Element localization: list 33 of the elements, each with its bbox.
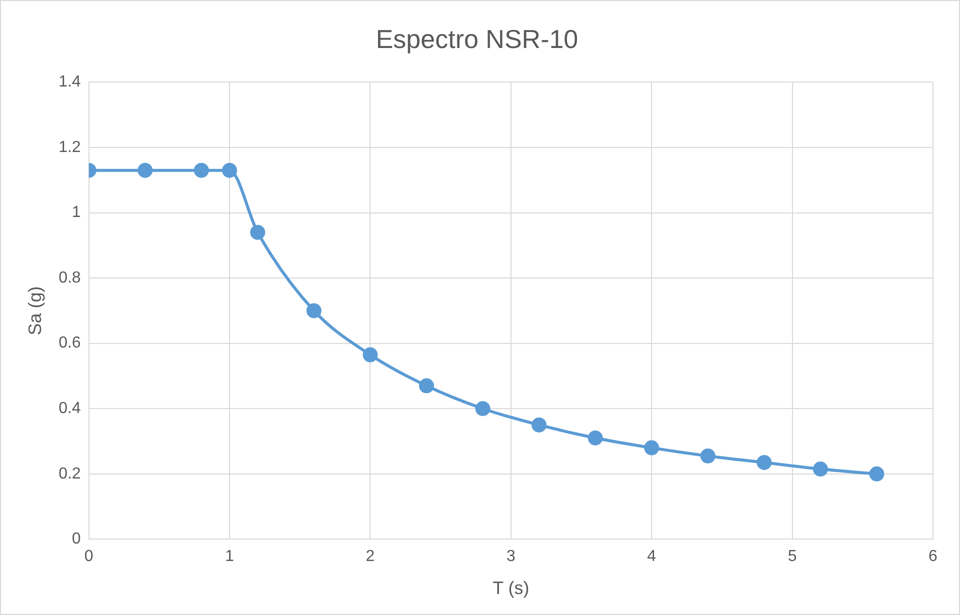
y-tick-label: 1.2 (58, 138, 81, 156)
y-tick-label: 0 (72, 530, 81, 548)
x-tick-label: 5 (788, 548, 797, 566)
point (532, 417, 547, 432)
point (475, 401, 490, 416)
chart-title: Espectro NSR-10 (376, 24, 578, 54)
point (419, 378, 434, 394)
x-tick-label: 1 (225, 548, 234, 566)
point (138, 162, 153, 178)
point (756, 454, 772, 470)
point (306, 303, 322, 318)
x-tick-label: 4 (647, 548, 656, 566)
y-tick-label: 0.8 (58, 269, 81, 286)
point (812, 462, 828, 477)
point (588, 430, 603, 446)
x-tick-label: 2 (366, 548, 375, 566)
y-tick-label: 1 (72, 204, 81, 222)
x-tick-label: 0 (84, 548, 94, 566)
y-tick-label: 0.4 (58, 400, 81, 418)
point (222, 162, 238, 178)
x-axis-title: T (s) (492, 578, 530, 598)
point (194, 162, 209, 178)
x-tick-label: 6 (928, 548, 938, 566)
point (362, 347, 378, 362)
y-tick-label: 0.6 (58, 334, 81, 352)
y-tick-label: 1.4 (58, 74, 81, 91)
point (250, 224, 266, 240)
point (700, 448, 716, 464)
x-tick-label: 3 (506, 548, 516, 566)
point (644, 440, 660, 456)
point (869, 466, 884, 482)
y-axis-title: Sa (g) (24, 286, 45, 336)
y-tick-label: 0.2 (58, 465, 81, 482)
